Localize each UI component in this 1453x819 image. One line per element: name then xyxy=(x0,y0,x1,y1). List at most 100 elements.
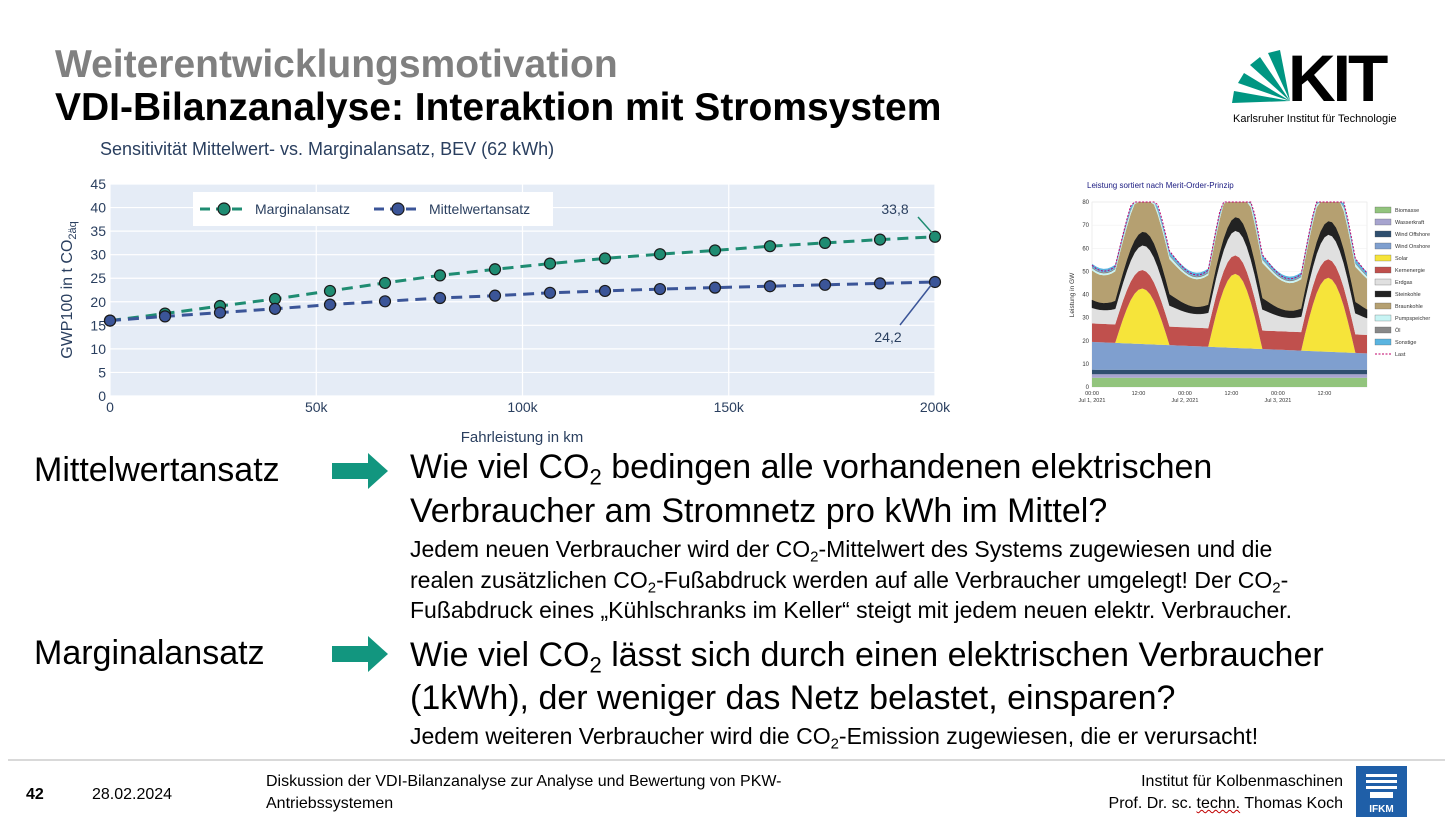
inset-area-layer xyxy=(1092,374,1367,378)
inset-area-layer xyxy=(1092,369,1367,375)
inset-x-tick-label: 12:00 xyxy=(1132,391,1146,397)
data-point-mittelwert xyxy=(378,295,392,308)
inset-legend-swatch xyxy=(1374,254,1392,262)
data-point-marginal xyxy=(708,244,722,257)
data-point-mittelwert xyxy=(818,278,832,291)
kit-logo-text: KIT xyxy=(1288,43,1388,115)
inset-legend-swatch xyxy=(1374,206,1392,214)
footer-description-line2: Antriebssystemen xyxy=(266,795,394,812)
inset-y-tick-label: 20 xyxy=(1082,339,1089,345)
inset-legend-swatch xyxy=(1374,326,1392,334)
page-number: 42 xyxy=(26,786,44,803)
x-tick-label: 200k xyxy=(920,399,951,415)
y-tick-label: 40 xyxy=(90,200,106,216)
inset-y-tick-label: 30 xyxy=(1082,316,1089,322)
mittelwert-description-line2: realen zusätzlichen CO2-Fußabdruck werde… xyxy=(410,567,1289,597)
marginal-question-line1: Wie viel CO2 lässt sich durch einen elek… xyxy=(410,636,1324,678)
inset-area-layer xyxy=(1092,230,1367,335)
inset-area-layer xyxy=(1092,202,1367,284)
inset-y-tick-label: 60 xyxy=(1082,246,1089,252)
data-point-mittelwert xyxy=(433,291,447,305)
footer-author: Prof. Dr. sc. techn. Thomas Koch xyxy=(1108,795,1343,812)
data-point-marginal xyxy=(598,252,612,265)
data-point-mittelwert xyxy=(763,280,777,293)
inset-area-layer xyxy=(1092,255,1367,354)
inset-legend-swatch xyxy=(1374,290,1392,298)
inset-area-layer xyxy=(1092,273,1367,354)
inset-y-tick-label: 70 xyxy=(1082,223,1089,229)
y-tick-label: 10 xyxy=(90,341,106,357)
ifkm-graphic-icon xyxy=(1366,774,1397,798)
sensitivity-line-chart: 0 5 10 15 20 25 30 35 40 45 0 50k 100k 150k 200k 33,8… xyxy=(59,176,951,446)
inset-legend-label: Wind Offshore xyxy=(1395,232,1430,238)
inset-legend-swatch xyxy=(1374,242,1392,250)
annotation-arrow-marginal xyxy=(917,216,935,236)
inset-legend-label: Sonstige xyxy=(1395,340,1416,346)
x-tick-label: 100k xyxy=(507,399,538,415)
kit-fan-icon xyxy=(1232,50,1290,103)
marginal-description-line1: Jedem weiteren Verbraucher wird die CO2-… xyxy=(410,723,1259,753)
data-point-marginal xyxy=(323,284,337,298)
data-point-mittelwert xyxy=(158,310,172,323)
data-point-mittelwert xyxy=(488,289,502,302)
inset-area-layer xyxy=(1092,341,1367,370)
annotation-mittelwert-end: 24,2 xyxy=(874,329,901,345)
inset-legend-label: Pumpspeicher xyxy=(1395,316,1430,322)
footer-description-line1: Diskussion der VDI-Bilanzanalyse zur Ana… xyxy=(266,773,782,790)
inset-legend-label: Wasserkraft xyxy=(1395,220,1425,226)
inset-legend-label: Steinkohle xyxy=(1395,292,1421,298)
y-tick-label: 0 xyxy=(98,388,106,404)
marginal-question-line2: (1kWh), der weniger das Netz belastet, e… xyxy=(410,679,1176,717)
y-tick-label: 20 xyxy=(90,294,106,310)
inset-x-tick-label: 12:00 xyxy=(1225,391,1239,397)
inset-legend-label: Last xyxy=(1395,352,1406,358)
y-tick-label: 25 xyxy=(90,270,106,286)
x-tick-label: 50k xyxy=(305,399,329,415)
y-tick-label: 15 xyxy=(90,317,106,333)
kit-logo-subtitle: Karlsruher Institut für Technologie xyxy=(1233,113,1397,125)
inset-y-tick-label: 10 xyxy=(1082,362,1089,368)
inset-load-line xyxy=(1091,201,1368,280)
data-point-mittelwert xyxy=(213,306,227,319)
inset-legend-label: Wind Onshore xyxy=(1395,244,1430,250)
inset-legend-swatch xyxy=(1374,314,1392,322)
inset-legend-label: Biomasse xyxy=(1395,208,1419,214)
chart-title: Sensitivität Mittelwert- vs. Marginalans… xyxy=(100,139,555,159)
data-point-mittelwert xyxy=(103,314,117,327)
slide-title: VDI-Bilanzanalyse: Interaktion mit Strom… xyxy=(55,86,942,129)
y-axis-title: GWP100 in t CO2äq xyxy=(59,221,79,359)
legend-marker-mittelwert xyxy=(391,202,405,216)
data-point-marginal xyxy=(653,248,667,261)
footer-divider xyxy=(8,759,1445,761)
inset-x-date-label: Jul 2, 2021 xyxy=(1171,398,1198,404)
inset-legend-label: Kernenergie xyxy=(1395,268,1425,274)
inset-legend-swatch xyxy=(1374,230,1392,238)
data-point-mittelwert xyxy=(268,302,282,315)
legend-marker-marginal xyxy=(217,202,231,216)
mittelwert-description-line1: Jedem neuen Verbraucher wird der CO2-Mit… xyxy=(410,536,1273,566)
arrow-right-icon xyxy=(332,636,388,672)
data-point-marginal xyxy=(873,233,887,246)
inset-legend-label: Erdgas xyxy=(1395,280,1413,286)
legend-label-mittelwert: Mittelwertansatz xyxy=(429,201,530,217)
data-point-mittelwert xyxy=(323,298,337,311)
inset-legend-swatch xyxy=(1374,278,1392,286)
data-point-mittelwert xyxy=(708,281,722,294)
annotation-marginal-end: 33,8 xyxy=(881,201,908,217)
y-tick-label: 35 xyxy=(90,223,106,239)
chart-legend: Marginalansatz Mittelwertansatz xyxy=(193,192,553,226)
inset-y-tick-label: 0 xyxy=(1086,385,1090,391)
inset-legend-label: Solar xyxy=(1395,256,1408,262)
arrow-right-icon xyxy=(332,453,388,489)
data-point-marginal xyxy=(433,269,447,282)
inset-legend-label: Öl xyxy=(1395,327,1401,334)
ifkm-logo-text: IFKM xyxy=(1369,804,1393,815)
x-tick-label: 150k xyxy=(714,399,745,415)
data-point-mittelwert xyxy=(873,277,887,290)
data-point-marginal xyxy=(543,257,557,270)
inset-y-tick-label: 80 xyxy=(1082,200,1089,206)
data-point-mittelwert xyxy=(598,284,612,298)
inset-legend-swatch xyxy=(1374,218,1392,226)
inset-y-tick-label: 50 xyxy=(1082,269,1089,275)
mittelwert-description-line3: Fußabdruck eines „Kühlschranks im Keller… xyxy=(410,597,1293,623)
